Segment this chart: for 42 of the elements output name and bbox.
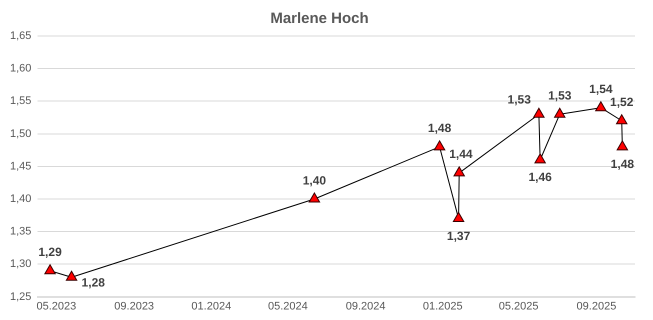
- x-tick-label: 05.2023: [36, 300, 76, 312]
- point: [533, 108, 545, 118]
- data-label: 1,40: [302, 173, 326, 188]
- y-tick-label: 1,50: [10, 128, 32, 140]
- x-tick-label: 01.2024: [191, 300, 232, 312]
- x-tick-label: 01.2025: [422, 300, 463, 312]
- x-tick-label: 05.2024: [268, 300, 308, 312]
- x-tick-label: 09.2024: [346, 300, 386, 312]
- data-label: 1,54: [589, 82, 613, 96]
- y-tick-label: 1,35: [10, 226, 32, 238]
- point: [66, 270, 78, 281]
- x-tick-label: 09.2025: [576, 300, 616, 312]
- point: [308, 192, 320, 202]
- data-label: 1,46: [528, 170, 552, 184]
- y-tick-label: 1,55: [10, 95, 32, 108]
- y-tick-label: 1,30: [10, 258, 32, 270]
- data-label: 1,44: [449, 147, 473, 162]
- point: [616, 140, 628, 150]
- chart-title: Marlene Hoch: [270, 10, 369, 28]
- y-tick-label: 1,60: [10, 62, 32, 75]
- data-label: 1,48: [610, 157, 634, 172]
- data-label: 1,37: [446, 228, 471, 243]
- y-tick-label: 1,40: [10, 193, 32, 206]
- data-label: 1,53: [508, 92, 532, 107]
- data-label: 1,48: [428, 121, 452, 136]
- point: [44, 264, 56, 274]
- point: [595, 101, 607, 112]
- x-tick-label: 05.2025: [498, 300, 539, 312]
- data-label: 1,52: [610, 95, 634, 110]
- point: [554, 108, 566, 118]
- y-tick-label: 1,45: [10, 160, 32, 172]
- data-label: 1,53: [548, 88, 572, 103]
- y-tick-label: 1,65: [10, 30, 32, 42]
- point: [534, 153, 546, 164]
- point: [616, 114, 628, 124]
- x-tick-label: 09.2023: [114, 300, 154, 312]
- point: [434, 140, 446, 150]
- data-label: 1,29: [38, 245, 62, 260]
- data-label: 1,28: [82, 276, 106, 290]
- point: [452, 212, 464, 222]
- point: [454, 166, 465, 176]
- y-tick-label: 1,25: [10, 290, 32, 303]
